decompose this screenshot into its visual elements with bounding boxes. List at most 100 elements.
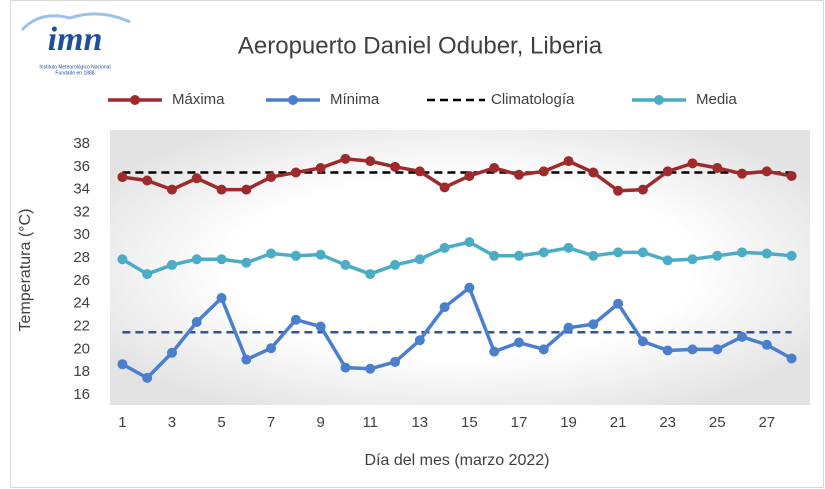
- y-axis-label: Temperatura (°C): [17, 209, 34, 332]
- series-marker: [613, 247, 624, 258]
- series-marker: [588, 319, 599, 330]
- x-tick-label: 7: [267, 414, 275, 431]
- x-tick-label: 21: [610, 414, 627, 431]
- series-marker: [737, 168, 748, 179]
- series-marker: [563, 156, 574, 167]
- series-marker: [142, 372, 153, 383]
- series-marker: [489, 250, 500, 261]
- x-tick-label: 3: [168, 414, 176, 431]
- series-marker: [216, 293, 227, 304]
- x-tick-label: 15: [461, 414, 478, 431]
- series-marker: [637, 247, 648, 258]
- series-marker: [241, 184, 252, 195]
- series-marker: [439, 242, 450, 253]
- series-marker: [414, 254, 425, 265]
- series-marker: [315, 321, 326, 332]
- series-marker: [513, 337, 524, 348]
- series-marker: [613, 298, 624, 309]
- x-tick-label: 17: [511, 414, 528, 431]
- x-tick-label: 13: [411, 414, 428, 431]
- y-tick-label: 30: [73, 226, 90, 243]
- y-tick-label: 18: [73, 363, 90, 380]
- series-marker: [538, 247, 549, 258]
- series-marker: [786, 170, 797, 181]
- series-marker: [613, 185, 624, 196]
- series-marker: [513, 250, 524, 261]
- series-marker: [290, 314, 301, 325]
- series-marker: [588, 167, 599, 178]
- x-axis-label: Día del mes (marzo 2022): [365, 452, 550, 469]
- series-marker: [290, 167, 301, 178]
- series-marker: [290, 250, 301, 261]
- x-tick-label: 5: [217, 414, 225, 431]
- x-tick-label: 25: [709, 414, 726, 431]
- series-marker: [216, 184, 227, 195]
- series-marker: [761, 166, 772, 177]
- legend-label: Mínima: [330, 91, 380, 108]
- series-marker: [737, 331, 748, 342]
- y-tick-label: 28: [73, 249, 90, 266]
- y-tick-label: 34: [73, 181, 90, 198]
- series-marker: [712, 250, 723, 261]
- y-tick-label: 38: [73, 135, 90, 152]
- y-tick-label: 32: [73, 203, 90, 220]
- legend-marker: [288, 95, 298, 105]
- series-marker: [687, 254, 698, 265]
- series-marker: [166, 184, 177, 195]
- x-tick-label: 1: [118, 414, 126, 431]
- series-marker: [216, 254, 227, 265]
- x-tick-label: 11: [362, 414, 378, 431]
- series-marker: [266, 172, 277, 183]
- x-tick-label: 23: [659, 414, 676, 431]
- series-marker: [340, 153, 351, 164]
- series-marker: [563, 242, 574, 253]
- series-marker: [662, 166, 673, 177]
- series-marker: [117, 172, 128, 183]
- series-marker: [662, 255, 673, 266]
- series-marker: [166, 259, 177, 270]
- x-tick-label: 19: [560, 414, 577, 431]
- series-marker: [191, 173, 202, 184]
- series-marker: [142, 175, 153, 186]
- legend-label: Máxima: [172, 91, 225, 108]
- series-marker: [588, 250, 599, 261]
- series-marker: [414, 335, 425, 346]
- series-marker: [538, 166, 549, 177]
- series-marker: [464, 282, 475, 293]
- series-marker: [340, 259, 351, 270]
- series-marker: [315, 249, 326, 260]
- legend-marker: [654, 95, 664, 105]
- series-marker: [340, 362, 351, 373]
- legend-label: Climatología: [491, 91, 575, 108]
- series-marker: [464, 170, 475, 181]
- series-marker: [538, 344, 549, 355]
- series-marker: [166, 347, 177, 358]
- logo: imn Instituto Meteorológico Nacional Fun…: [20, 12, 131, 76]
- logo-line: Fundado en 1888: [55, 70, 94, 76]
- y-tick-label: 16: [73, 386, 90, 403]
- series-marker: [315, 162, 326, 173]
- series-marker: [117, 254, 128, 265]
- frame: [10, 0, 824, 488]
- series-marker: [662, 345, 673, 356]
- series-marker: [266, 343, 277, 354]
- series-marker: [786, 250, 797, 261]
- series-line: [122, 157, 792, 193]
- series-marker: [464, 237, 475, 248]
- x-tick-label: 9: [317, 414, 325, 431]
- series-marker: [241, 257, 252, 268]
- legend-label: Media: [696, 91, 738, 108]
- series-marker: [687, 344, 698, 355]
- legend-marker: [130, 95, 140, 105]
- series-marker: [712, 162, 723, 173]
- y-tick-label: 20: [73, 340, 90, 357]
- series-marker: [439, 182, 450, 193]
- logo-swoosh: [20, 12, 131, 32]
- series-marker: [241, 354, 252, 365]
- series-marker: [414, 166, 425, 177]
- plot-background: [110, 130, 810, 405]
- series-marker: [712, 344, 723, 355]
- series-marker: [365, 363, 376, 374]
- series-marker: [563, 322, 574, 333]
